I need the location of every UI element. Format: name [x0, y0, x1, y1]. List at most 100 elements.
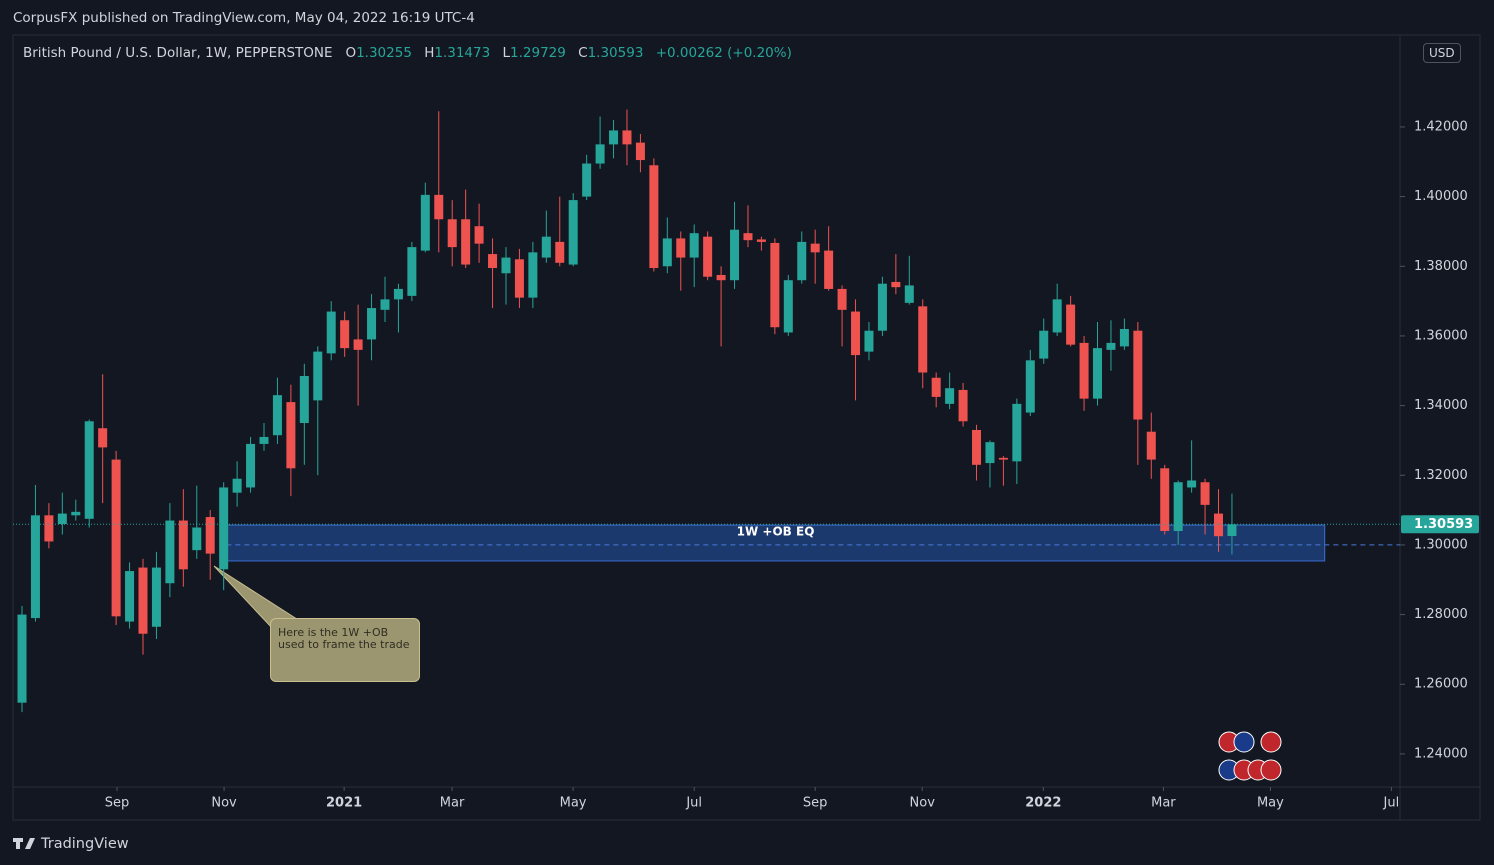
candle-body — [649, 165, 659, 269]
ohlc-key: H — [424, 45, 435, 61]
candle-body — [555, 241, 565, 263]
candle-body — [1119, 328, 1129, 347]
change: +0.00262 (+0.20%) — [655, 45, 792, 61]
candle-body — [326, 311, 336, 354]
last-price-box — [1401, 515, 1479, 534]
y-tick-label: 1.32000 — [1414, 468, 1468, 483]
candle-body — [380, 299, 390, 310]
candle-body — [1173, 482, 1183, 531]
candle-body — [662, 238, 672, 267]
candle-body — [837, 288, 847, 310]
legend: British Pound / U.S. Dollar, 1W, PEPPERS… — [23, 45, 800, 61]
x-tick-label: May — [1257, 796, 1284, 811]
candle-body — [219, 487, 229, 570]
candle-body — [340, 320, 350, 349]
candle-body — [756, 239, 766, 242]
candle-body — [1079, 342, 1089, 399]
candle-body — [528, 252, 538, 298]
candle-body — [1146, 431, 1156, 460]
candle-body — [783, 280, 793, 333]
candle-body — [985, 442, 995, 464]
candle-body — [125, 571, 135, 622]
candle-body — [501, 257, 511, 274]
candle-body — [1012, 403, 1022, 462]
candle-body — [44, 515, 54, 542]
x-tick-label: Mar — [1151, 796, 1176, 811]
candle-body — [1227, 524, 1237, 537]
candle-body — [891, 281, 901, 288]
candle-body — [797, 241, 807, 281]
candle-body — [716, 274, 726, 281]
candle-body — [299, 375, 309, 424]
candle-body — [689, 233, 699, 258]
candle-body — [367, 308, 377, 340]
x-tick-label: Jul — [1383, 796, 1400, 811]
candle-body — [447, 219, 457, 248]
candle-body — [393, 288, 403, 300]
candle-body — [17, 614, 27, 703]
candle-body — [1093, 348, 1103, 399]
candle-body — [259, 436, 269, 444]
y-tick-label: 1.24000 — [1414, 746, 1468, 761]
candle-body — [313, 351, 323, 401]
x-tick-label: Nov — [910, 796, 936, 811]
ohlc-value: 1.29729 — [510, 45, 566, 61]
symbol-title: British Pound / U.S. Dollar, 1W, PEPPERS… — [23, 45, 333, 61]
last-price-label: 1.30593 — [1414, 517, 1473, 532]
candle-body — [1106, 342, 1116, 350]
candle-body — [407, 247, 417, 296]
candle-body — [998, 457, 1008, 460]
ohlc-value: 1.30255 — [356, 45, 412, 61]
candle-body — [488, 254, 498, 269]
brand: TradingView — [40, 836, 129, 852]
y-tick-label: 1.40000 — [1414, 189, 1468, 204]
callout: Here is the 1W +OB used to frame the tra… — [270, 618, 420, 682]
candle-body — [676, 238, 686, 258]
y-tick-label: 1.28000 — [1414, 607, 1468, 622]
y-tick-label: 1.42000 — [1414, 119, 1468, 134]
y-tick-label: 1.30000 — [1414, 537, 1468, 552]
candle-body — [71, 511, 81, 516]
candle-body — [622, 130, 632, 145]
x-tick-label: May — [560, 796, 587, 811]
currency-flags — [1218, 731, 1282, 781]
candle-body — [1187, 480, 1197, 488]
candle-body — [30, 515, 40, 619]
candle-body — [945, 388, 955, 404]
x-tick-label: 2021 — [326, 796, 362, 811]
candle-body — [151, 567, 161, 627]
candle-body — [1133, 330, 1143, 420]
candle-body — [1160, 468, 1170, 531]
x-tick-label: 2022 — [1025, 796, 1061, 811]
candle-body — [1214, 513, 1224, 537]
candle-body — [1052, 299, 1062, 333]
candle-body — [232, 478, 242, 493]
candle-body — [770, 242, 780, 328]
candle-body — [824, 250, 834, 289]
candle-body — [353, 339, 363, 350]
y-tick-label: 1.38000 — [1414, 259, 1468, 274]
candle-body — [286, 402, 296, 469]
candle-body — [877, 283, 887, 331]
y-tick-label: 1.26000 — [1414, 677, 1468, 692]
candle-body — [138, 567, 148, 634]
candle-body — [178, 520, 188, 570]
ohlc-value: 1.30593 — [587, 45, 644, 61]
ohlc-key: O — [345, 45, 357, 61]
candle-body — [635, 142, 645, 161]
x-tick-label: Sep — [803, 796, 828, 811]
candle-body — [918, 306, 928, 373]
x-tick-label: Nov — [211, 796, 237, 811]
candle-body — [864, 330, 874, 352]
currency-button[interactable]: USD — [1423, 43, 1461, 63]
candle-body — [192, 527, 202, 551]
candle-body — [98, 428, 108, 448]
candle-body — [568, 200, 578, 265]
candle-body — [958, 389, 968, 422]
candle-body — [461, 219, 471, 265]
x-tick-label: Mar — [440, 796, 465, 811]
zone-label: 1W +OB EQ — [737, 525, 815, 539]
x-tick-label: Jul — [685, 796, 702, 811]
